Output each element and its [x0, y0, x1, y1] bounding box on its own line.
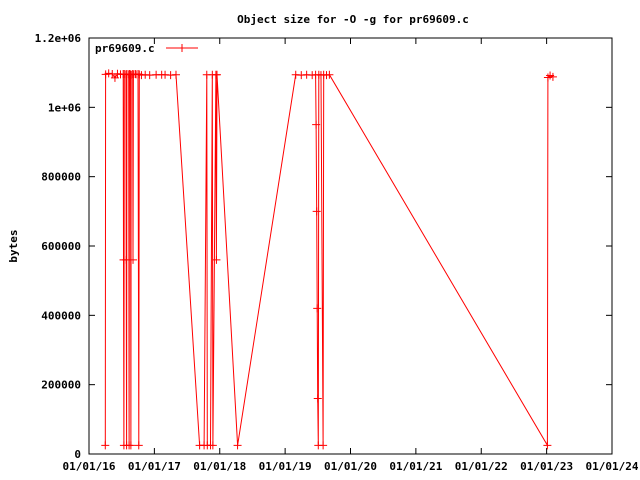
- data-point: [122, 255, 131, 264]
- x-tick-label: 01/01/19: [259, 460, 312, 473]
- series-layer: [101, 69, 557, 450]
- x-tick-label: 01/01/24: [586, 460, 639, 473]
- y-tick-label: 200000: [41, 379, 81, 392]
- data-point: [126, 441, 135, 450]
- data-point: [548, 72, 557, 81]
- y-tick-label: 800000: [41, 171, 81, 184]
- data-point: [110, 73, 119, 82]
- x-tick-label: 01/01/21: [389, 460, 442, 473]
- data-point: [543, 441, 552, 450]
- data-point: [325, 70, 334, 79]
- y-axis-label: bytes: [7, 229, 20, 262]
- data-point: [101, 441, 110, 450]
- axis-ticks: [88, 37, 613, 455]
- series-line: [104, 72, 554, 448]
- x-tick-label: 01/01/17: [128, 460, 181, 473]
- legend: pr69609.c: [95, 42, 198, 55]
- x-tick-label: 01/01/20: [324, 460, 377, 473]
- data-point: [233, 441, 242, 450]
- data-point: [543, 73, 552, 82]
- y-tick-label: 600000: [41, 240, 81, 253]
- data-point: [319, 441, 328, 450]
- data-point: [312, 207, 321, 216]
- data-point: [129, 255, 138, 264]
- data-point: [212, 70, 221, 79]
- x-tick-label: 01/01/23: [520, 460, 573, 473]
- data-point: [312, 120, 321, 129]
- data-point: [171, 70, 180, 79]
- data-point: [313, 304, 322, 313]
- y-tick-label: 400000: [41, 309, 81, 322]
- axis-tick-labels: 0 200000 400000 600000 800000 1e+06 1.2e+06 01/…: [35, 32, 639, 473]
- data-point: [134, 441, 143, 450]
- x-tick-label: 01/01/16: [63, 460, 116, 473]
- data-point: [212, 255, 221, 264]
- y-tick-label: 1e+06: [48, 101, 81, 114]
- chart-title: Object size for -O -g for pr69609.c: [237, 13, 469, 26]
- plot-area-frame: [88, 37, 613, 455]
- x-tick-label: 01/01/18: [193, 460, 246, 473]
- y-tick-label: 0: [74, 448, 81, 461]
- x-tick-label: 01/01/22: [455, 460, 508, 473]
- data-point: [208, 441, 217, 450]
- y-tick-label: 1.2e+06: [35, 32, 82, 45]
- data-point: [104, 69, 113, 78]
- legend-label: pr69609.c: [95, 42, 155, 55]
- data-point: [313, 394, 322, 403]
